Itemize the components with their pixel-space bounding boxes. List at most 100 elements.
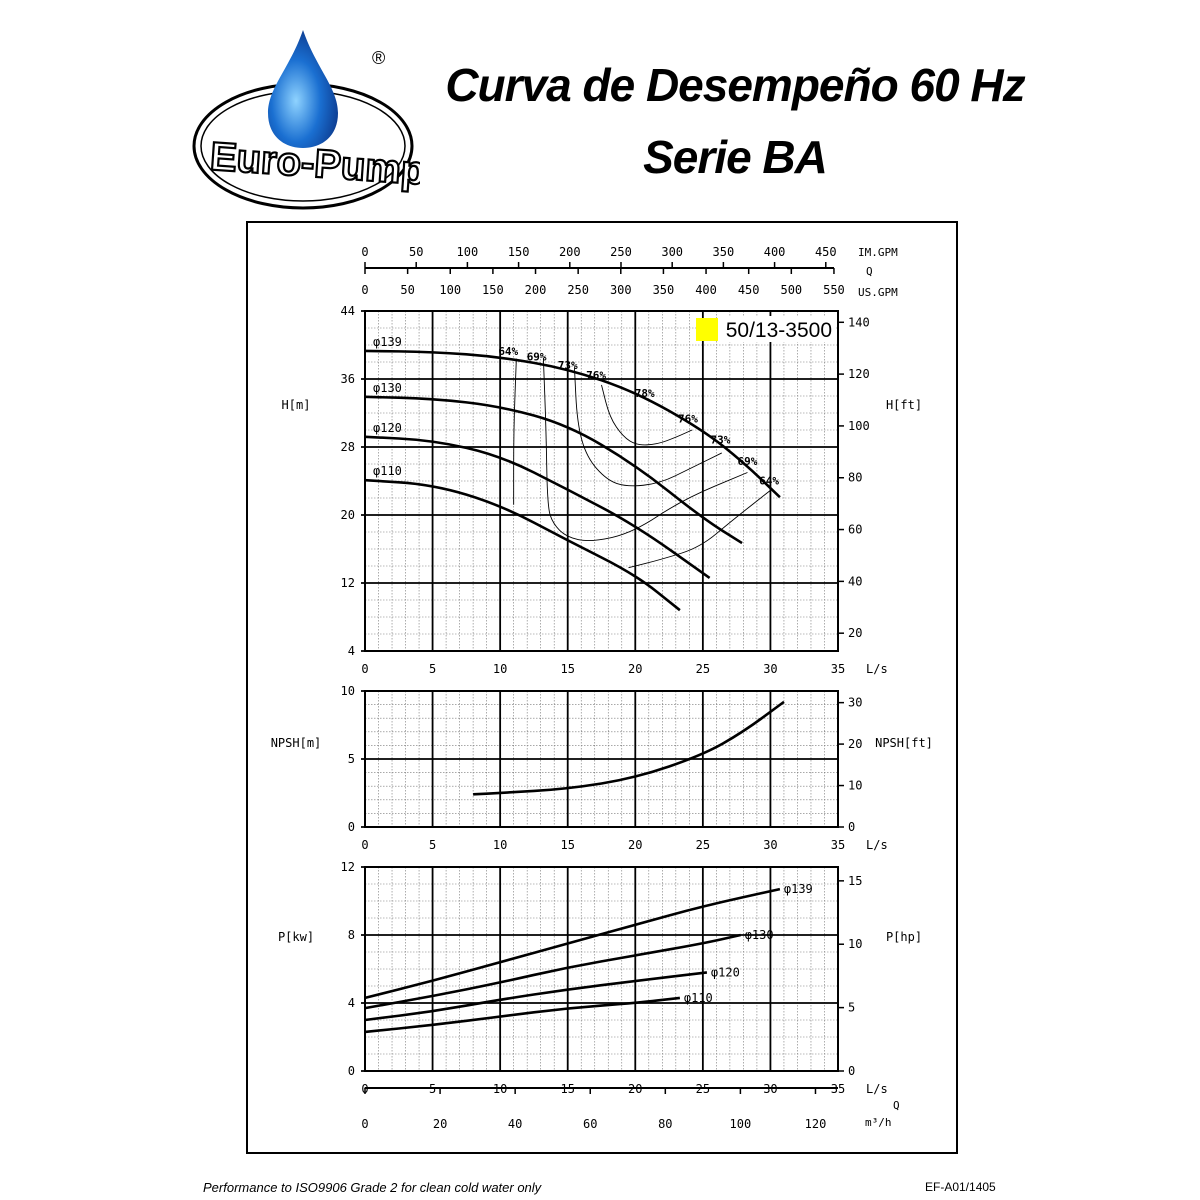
power-curve-d130 [364,933,741,1010]
efficiency-curve-69pct [542,358,748,541]
x-tick-label: 30 [763,662,777,676]
y-axis-label: NPSH[m] [271,736,322,750]
y-tick-label: 20 [341,508,355,522]
im-gpm-tick-label: 400 [764,245,786,259]
water-drop-icon [268,30,338,148]
y-tick-label: 5 [348,752,355,766]
x-tick-label: 35 [831,1082,845,1096]
m3h-tick-label: 60 [583,1117,597,1131]
diameter-label: φ110 [684,991,713,1005]
m3h-tick-label: 40 [508,1117,522,1131]
plot-area [364,866,839,1072]
y-right-tick-label: 5 [848,1001,855,1015]
y-right-tick-label: 20 [848,626,862,640]
y-right-tick-label: 10 [848,937,862,951]
us-gpm-tick-label: 250 [567,283,589,297]
y-tick-label: 0 [348,820,355,834]
x-tick-label: 35 [831,838,845,852]
im-gpm-tick-label: 0 [361,245,368,259]
m3h-tick-label: 0 [361,1117,368,1131]
y-right-tick-label: 30 [848,696,862,710]
power-curve-d139 [364,887,781,1000]
y-tick-label: 0 [348,1064,355,1078]
diameter-label: φ120 [711,965,740,979]
x-tick-label: 25 [696,662,710,676]
logo: Euro-Pump ® [190,28,428,213]
document-code: EF-A01/1405 [925,1180,996,1194]
diameter-label: φ130 [745,928,774,942]
efficiency-label: 73% [710,434,730,447]
us-gpm-tick-label: 400 [695,283,717,297]
y-tick-label: 4 [348,996,355,1010]
plot-area [364,690,839,828]
y-right-tick-label: 40 [848,574,862,588]
y-tick-label: 4 [348,644,355,658]
us-gpm-tick-label: 0 [361,283,368,297]
y-right-axis-label: H[ft] [886,398,922,412]
x-tick-label: 30 [763,838,777,852]
head-curve-d130 [364,395,743,545]
im-gpm-tick-label: 250 [610,245,632,259]
y-tick-label: 36 [341,372,355,386]
m3h-tick-label: 20 [433,1117,447,1131]
q-axis-label: Q [866,265,873,278]
head-curve-d110 [364,478,681,612]
y-right-tick-label: 0 [848,820,855,834]
y-right-tick-label: 0 [848,1064,855,1078]
y-axis-label: H[m] [282,398,311,412]
head-panel [361,262,844,652]
y-tick-label: 10 [341,684,355,698]
power-curve-d110 [364,996,681,1034]
im-gpm-tick-label: 350 [713,245,735,259]
y-tick-label: 28 [341,440,355,454]
x-tick-label: 5 [429,662,436,676]
efficiency-label: 73% [558,359,578,372]
us-gpm-tick-label: 50 [400,283,414,297]
efficiency-curve-73pct [574,367,722,487]
efficiency-label: 78% [635,387,655,400]
im-gpm-tick-label: 50 [409,245,423,259]
x-axis-label: L/s [866,838,888,852]
x-tick-label: 0 [361,838,368,852]
x-tick-label: 35 [831,662,845,676]
page-title: Curva de Desempeño 60 Hz [445,59,1025,111]
y-right-tick-label: 120 [848,367,870,381]
y-tick-label: 8 [348,928,355,942]
x-tick-label: 10 [493,838,507,852]
model-label-bg [718,316,836,342]
x-tick-label: 10 [493,662,507,676]
x-tick-label: 15 [560,662,574,676]
efficiency-curve-76pct [601,384,693,446]
us-gpm-tick-label: 150 [482,283,504,297]
us-gpm-tick-label: 200 [525,283,547,297]
us-gpm-label: US.GPM [858,286,898,299]
im-gpm-tick-label: 300 [661,245,683,259]
efficiency-label: 69% [738,455,758,468]
m3h-tick-label: 100 [730,1117,752,1131]
page-subtitle: Serie BA [643,131,828,183]
y-right-tick-label: 10 [848,779,862,793]
diameter-label: φ130 [373,381,402,395]
us-gpm-tick-label: 550 [823,283,845,297]
x-tick-label: 15 [560,838,574,852]
x-tick-label: 20 [628,838,642,852]
im-gpm-label: IM.GPM [858,246,898,259]
y-right-tick-label: 80 [848,471,862,485]
us-gpm-tick-label: 100 [439,283,461,297]
diameter-label: φ120 [373,421,402,435]
im-gpm-tick-label: 100 [457,245,479,259]
im-gpm-tick-label: 150 [508,245,530,259]
m3h-tick-label: 120 [805,1117,827,1131]
head-curve-d139 [364,349,781,499]
us-gpm-tick-label: 350 [653,283,675,297]
head-curve-d120 [364,435,711,579]
efficiency-label: 64% [759,474,779,487]
logo-graphic: Euro-Pump ® [192,30,428,210]
us-gpm-tick-label: 500 [780,283,802,297]
y-tick-label: 12 [341,576,355,590]
x-tick-label: 10 [493,1082,507,1096]
efficiency-label: 64% [498,345,518,358]
y-right-axis-label: P[hp] [886,930,922,944]
efficiency-label: 69% [527,350,547,363]
